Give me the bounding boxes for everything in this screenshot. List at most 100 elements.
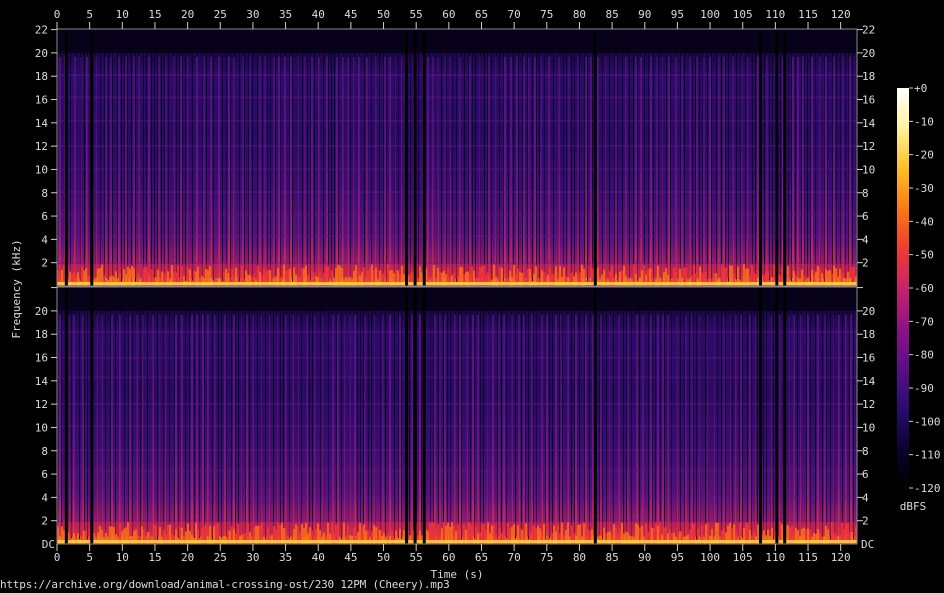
x-tick-label-bottom: 25 — [214, 551, 227, 564]
x-tick-label-top: 120 — [831, 8, 851, 21]
x-tick-label-top: 115 — [798, 8, 818, 21]
y-tick-label-right: 8 — [862, 445, 869, 458]
x-tick-label-bottom: 60 — [442, 551, 455, 564]
silent-gap — [422, 31, 426, 286]
y-tick-label-left: 8 — [41, 187, 48, 200]
y-tick-label-left: 18 — [35, 70, 48, 83]
spectrogram-channel-right — [56, 286, 858, 545]
y-tick-label-left: 14 — [35, 375, 49, 388]
y-tick-label-right: 6 — [862, 210, 869, 223]
y-tick-label-right: 20 — [862, 305, 875, 318]
y-tick-label-right: 14 — [862, 117, 876, 130]
x-tick-label-top: 60 — [442, 8, 455, 21]
x-tick-label-bottom: 85 — [605, 551, 618, 564]
x-tick-label-bottom: 105 — [733, 551, 753, 564]
colorbar-tick-label: -30 — [914, 182, 934, 195]
silent-gap — [593, 289, 597, 544]
colorbar-tick-label: -110 — [914, 449, 941, 462]
x-tick-label-top: 15 — [148, 8, 161, 21]
silent-gap — [783, 31, 787, 286]
colorbar-tick-label: -120 — [914, 482, 941, 495]
x-tick-label-top: 55 — [410, 8, 423, 21]
y-tick-label-right: 2 — [862, 257, 869, 270]
colorbar-tick-label: -10 — [914, 115, 934, 128]
spectrogram-channel-left — [56, 28, 858, 287]
y-tick-label-dc: DC — [861, 538, 874, 551]
y-tick-label-right: 8 — [862, 187, 869, 200]
y-axis-label: Frequency (kHz) — [10, 239, 23, 338]
y-tick-label-right: 12 — [862, 140, 875, 153]
x-tick-label-top: 40 — [312, 8, 325, 21]
x-tick-label-bottom: 5 — [86, 551, 93, 564]
y-tick-label-right: 16 — [862, 94, 875, 107]
x-tick-label-top: 65 — [475, 8, 488, 21]
x-tick-label-top: 80 — [573, 8, 586, 21]
x-tick-label-bottom: 50 — [377, 551, 390, 564]
silent-gap — [759, 31, 763, 286]
x-tick-label-bottom: 55 — [410, 551, 423, 564]
silent-gap — [775, 31, 779, 286]
x-tick-label-bottom: 30 — [246, 551, 259, 564]
x-tick-label-top: 90 — [638, 8, 651, 21]
y-tick-label-right: 12 — [862, 398, 875, 411]
x-tick-label-top: 100 — [700, 8, 720, 21]
y-tick-label-left: 10 — [35, 421, 48, 434]
y-tick-label-left: 14 — [35, 117, 49, 130]
x-tick-label-top: 25 — [214, 8, 227, 21]
y-tick-label-left: 2 — [41, 515, 48, 528]
silent-gap — [64, 31, 68, 286]
x-tick-label-bottom: 65 — [475, 551, 488, 564]
x-tick-label-top: 75 — [540, 8, 553, 21]
y-tick-label-dc: DC — [42, 538, 55, 551]
x-tick-label-bottom: 10 — [116, 551, 129, 564]
y-tick-label-left: 12 — [35, 140, 48, 153]
y-tick-label-left: 8 — [41, 445, 48, 458]
axes: 0055101015152020252530303535404045455050… — [35, 8, 876, 564]
x-tick-label-top: 45 — [344, 8, 357, 21]
silent-gap — [422, 289, 426, 544]
y-tick-label-left: 22 — [35, 24, 48, 37]
x-tick-label-bottom: 45 — [344, 551, 357, 564]
x-tick-label-top: 35 — [279, 8, 292, 21]
y-tick-label-left: 20 — [35, 305, 48, 318]
silent-gap — [90, 31, 94, 286]
x-tick-label-top: 50 — [377, 8, 390, 21]
x-tick-label-top: 20 — [181, 8, 194, 21]
colorbar-tick-label: -50 — [914, 249, 934, 262]
y-tick-label-right: 22 — [862, 24, 875, 37]
silent-gap — [64, 289, 68, 544]
y-tick-label-right: 10 — [862, 421, 875, 434]
y-tick-label-right: 14 — [862, 375, 876, 388]
y-tick-label-left: 2 — [41, 257, 48, 270]
x-tick-label-top: 105 — [733, 8, 753, 21]
x-tick-label-top: 95 — [671, 8, 684, 21]
y-tick-label-left: 6 — [41, 468, 48, 481]
silent-gap — [593, 31, 597, 286]
x-tick-label-top: 85 — [605, 8, 618, 21]
silent-gap — [759, 289, 763, 544]
y-tick-label-left: 16 — [35, 352, 48, 365]
y-tick-label-left: 10 — [35, 163, 48, 176]
x-tick-label-bottom: 120 — [831, 551, 851, 564]
y-tick-label-left: 4 — [41, 491, 48, 504]
y-tick-label-left: 16 — [35, 94, 48, 107]
y-tick-label-right: 6 — [862, 468, 869, 481]
y-tick-label-right: 4 — [862, 233, 869, 246]
y-tick-label-right: 18 — [862, 70, 875, 83]
y-tick-label-right: 20 — [862, 47, 875, 60]
x-tick-label-top: 30 — [246, 8, 259, 21]
colorbar-gradient — [897, 88, 909, 488]
silent-gap — [413, 31, 417, 286]
silent-gap — [405, 289, 409, 544]
x-tick-label-bottom: 110 — [765, 551, 785, 564]
x-tick-label-bottom: 15 — [148, 551, 161, 564]
x-tick-label-top: 110 — [765, 8, 785, 21]
x-tick-label-bottom: 70 — [508, 551, 521, 564]
colorbar: +0 -10 -20 -30 -40 -50 -60 -70 -80 -90 -100 -110 -12… — [897, 82, 941, 495]
x-tick-label-bottom: 100 — [700, 551, 720, 564]
colorbar-tick-label: -40 — [914, 215, 934, 228]
y-tick-label-right: 16 — [862, 352, 875, 365]
colorbar-tick-label: +0 — [914, 82, 927, 95]
x-tick-label-top: 0 — [54, 8, 61, 21]
